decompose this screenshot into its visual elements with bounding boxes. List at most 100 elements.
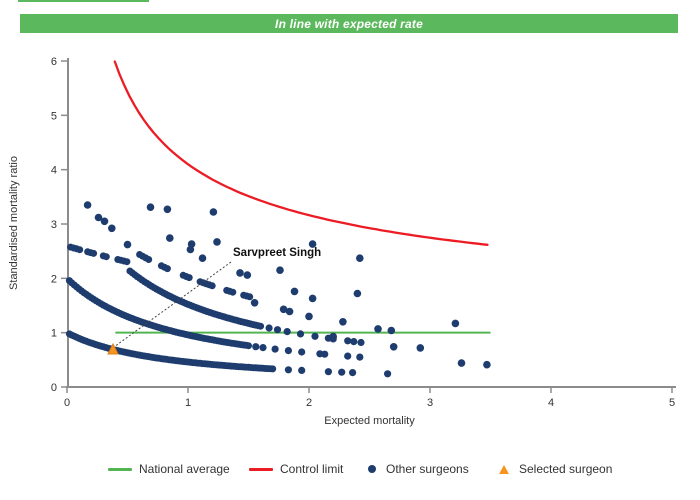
other-surgeon-dot[interactable]	[305, 312, 313, 321]
other-surgeon-dot[interactable]	[285, 307, 294, 316]
other-surgeon-dot[interactable]	[384, 370, 392, 378]
selected-surgeon-label: Sarvpreet Singh	[233, 247, 322, 259]
other-surgeon-dot[interactable]	[339, 318, 347, 326]
other-surgeon-dot[interactable]	[83, 201, 92, 209]
other-surgeon-dot[interactable]	[271, 345, 279, 353]
other-surgeon-dot[interactable]	[145, 256, 153, 263]
y-tick-label: 5	[51, 110, 57, 122]
other-surgeons-dot-icon	[368, 465, 376, 473]
other-surgeon-dot[interactable]	[284, 347, 292, 355]
x-tick-label: 1	[185, 397, 191, 409]
other-surgeon-dot[interactable]	[308, 240, 317, 248]
other-surgeon-dot[interactable]	[163, 265, 171, 273]
status-banner-text: In line with expected rate	[275, 16, 423, 31]
other-surgeon-dot[interactable]	[108, 224, 116, 233]
other-surgeon-dot[interactable]	[283, 328, 291, 336]
other-surgeon-dot[interactable]	[236, 269, 244, 277]
other-surgeon-dot[interactable]	[76, 246, 84, 254]
other-surgeon-dot[interactable]	[94, 213, 103, 222]
other-surgeon-dot[interactable]	[298, 348, 306, 356]
other-surgeon-dot[interactable]	[356, 353, 364, 361]
other-surgeon-dot[interactable]	[324, 368, 332, 376]
other-surgeon-dot[interactable]	[185, 274, 193, 282]
other-surgeon-dot[interactable]	[90, 249, 98, 257]
other-surgeon-dot[interactable]	[279, 305, 288, 314]
legend-item-national-average[interactable]: National average	[108, 458, 230, 480]
other-surgeon-dot[interactable]	[349, 369, 357, 377]
other-surgeon-dot[interactable]	[374, 325, 382, 333]
other-surgeon-dot[interactable]	[296, 330, 305, 338]
other-surgeon-dot[interactable]	[245, 342, 252, 350]
x-tick-label: 3	[427, 397, 433, 409]
x-tick-label: 5	[669, 397, 675, 409]
y-tick-label: 3	[51, 219, 57, 231]
other-surgeon-dot[interactable]	[246, 293, 254, 301]
other-surgeon-dot[interactable]	[387, 326, 396, 335]
selected-surgeon-marker[interactable]	[107, 342, 119, 355]
legend-item-selected-surgeon[interactable]: Selected surgeon	[496, 458, 612, 480]
selected-surgeon-triangle-icon	[499, 464, 509, 474]
y-tick-label: 4	[51, 165, 57, 177]
other-surgeon-dot[interactable]	[198, 254, 207, 262]
legend-label: National average	[139, 462, 230, 476]
other-surgeon-dot[interactable]	[276, 266, 284, 275]
other-surgeon-dot[interactable]	[269, 365, 277, 373]
other-surgeon-dot[interactable]	[100, 217, 109, 226]
other-surgeon-dot[interactable]	[353, 289, 362, 298]
other-surgeon-dot[interactable]	[250, 299, 259, 307]
control-limit-curve	[113, 60, 489, 246]
other-surgeon-dot[interactable]	[356, 254, 364, 262]
other-surgeon-dot[interactable]	[166, 234, 174, 242]
other-surgeon-dot[interactable]	[252, 343, 260, 351]
other-surgeon-dot[interactable]	[416, 344, 425, 352]
other-surgeon-dot[interactable]	[298, 366, 306, 374]
other-surgeon-dot[interactable]	[308, 294, 317, 303]
national-average-line-icon	[108, 467, 132, 471]
legend-label: Control limit	[280, 462, 344, 476]
legend-item-control-limit[interactable]: Control limit	[249, 458, 343, 480]
other-surgeon-dot[interactable]	[483, 360, 491, 369]
other-surgeon-dot[interactable]	[389, 343, 398, 351]
other-surgeon-dot[interactable]	[259, 344, 267, 352]
other-surgeon-dot[interactable]	[265, 324, 273, 332]
other-surgeon-dot[interactable]	[273, 326, 282, 334]
other-surgeon-dot[interactable]	[163, 205, 172, 214]
x-axis-title: Expected mortality	[324, 415, 415, 427]
other-surgeon-dot[interactable]	[123, 258, 131, 266]
other-surgeon-dot[interactable]	[213, 238, 221, 246]
other-surgeon-dot[interactable]	[357, 338, 365, 347]
x-tick-label: 0	[64, 397, 70, 409]
legend-item-other-surgeons[interactable]: Other surgeons	[365, 458, 469, 480]
other-surgeon-dot[interactable]	[209, 208, 218, 216]
other-surgeon-dot[interactable]	[243, 271, 252, 279]
other-surgeon-dot[interactable]	[311, 332, 319, 340]
other-surgeon-dot[interactable]	[208, 282, 216, 290]
y-tick-label: 6	[51, 56, 57, 68]
legend: National average Control limit Other sur…	[0, 458, 700, 480]
other-surgeon-dot[interactable]	[329, 332, 338, 341]
other-surgeon-dot[interactable]	[338, 368, 346, 376]
x-tick-label: 4	[548, 397, 554, 409]
other-surgeon-dot[interactable]	[229, 288, 237, 296]
other-surgeon-dot[interactable]	[102, 253, 110, 261]
other-surgeon-dot[interactable]	[290, 287, 299, 296]
x-tick-label: 2	[306, 397, 312, 409]
control-limit-line-icon	[249, 467, 273, 471]
legend-label: Other surgeons	[386, 462, 469, 476]
other-surgeon-dot[interactable]	[451, 319, 460, 328]
other-surgeon-dot[interactable]	[284, 366, 292, 374]
other-surgeon-dot[interactable]	[321, 350, 329, 358]
other-surgeon-dot[interactable]	[186, 245, 195, 254]
other-surgeon-dot[interactable]	[146, 203, 155, 211]
other-surgeon-dot[interactable]	[123, 240, 132, 249]
other-surgeon-dot[interactable]	[457, 359, 466, 367]
other-surgeon-dot[interactable]	[350, 338, 358, 346]
other-surgeon-dot[interactable]	[344, 337, 352, 345]
y-tick-label: 1	[51, 328, 57, 340]
legend-label: Selected surgeon	[519, 462, 613, 476]
other-surgeon-dot[interactable]	[344, 352, 352, 360]
top-accent-line	[18, 0, 149, 2]
other-surgeon-dot[interactable]	[257, 322, 265, 330]
